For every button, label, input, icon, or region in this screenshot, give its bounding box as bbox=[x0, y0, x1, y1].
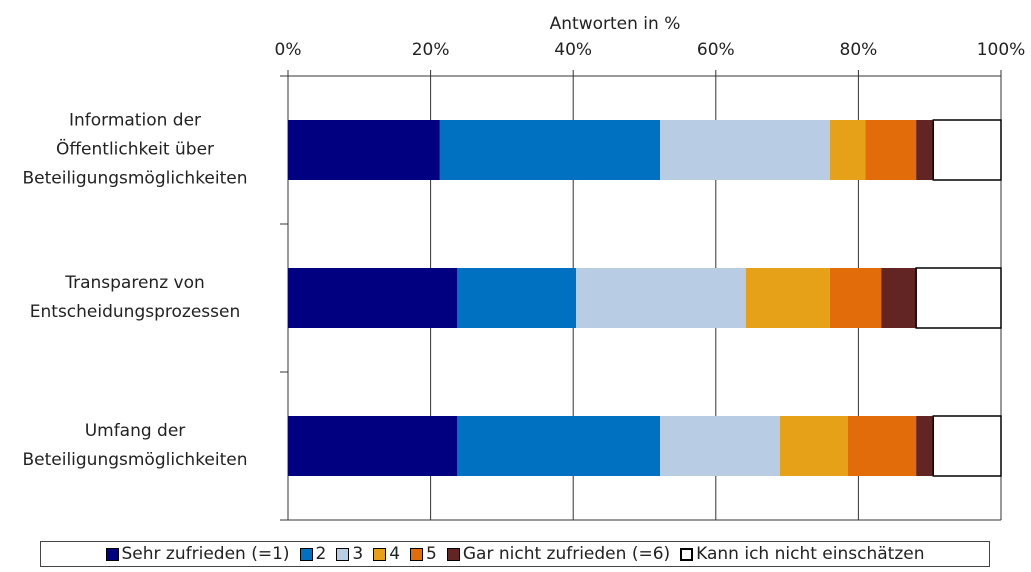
category-label: Information der Öffentlichkeit über Bete… bbox=[22, 110, 248, 189]
bar-segment bbox=[916, 416, 934, 476]
legend-label: 4 bbox=[389, 544, 401, 564]
legend-swatch bbox=[373, 547, 387, 561]
x-tick-label: 40% bbox=[554, 40, 592, 60]
bar-segment bbox=[576, 268, 746, 328]
legend-swatch bbox=[299, 547, 313, 561]
bar-segment bbox=[915, 267, 1002, 329]
bar-segment bbox=[932, 415, 1002, 477]
legend-item: Gar nicht zufrieden (=6) bbox=[446, 544, 671, 564]
legend-swatch bbox=[336, 547, 350, 561]
bar-segment bbox=[745, 268, 830, 328]
legend-item: 2 bbox=[299, 544, 327, 564]
x-tick-label: 0% bbox=[275, 40, 302, 60]
legend-label: 2 bbox=[315, 544, 327, 564]
legend-swatch bbox=[446, 547, 460, 561]
x-tick-label: 80% bbox=[840, 40, 878, 60]
category-label: Umfang der Beteiligungsmöglichkeiten bbox=[22, 421, 248, 470]
x-tick-label: 60% bbox=[697, 40, 735, 60]
legend-label: 3 bbox=[352, 544, 364, 564]
bar-segment bbox=[916, 120, 934, 180]
bar-segment bbox=[456, 268, 577, 328]
bar-segment bbox=[456, 416, 661, 476]
legend-label: Kann ich nicht einschätzen bbox=[696, 544, 925, 564]
legend-item: Kann ich nicht einschätzen bbox=[680, 544, 924, 564]
x-tick-label: 20% bbox=[412, 40, 450, 60]
legend-item: 5 bbox=[410, 544, 437, 564]
bar-segment bbox=[660, 120, 830, 180]
bar-segment bbox=[829, 268, 882, 328]
legend-item: 4 bbox=[373, 544, 400, 564]
bar-segment bbox=[881, 268, 917, 328]
legend-swatch bbox=[105, 547, 119, 561]
bar-segment bbox=[829, 120, 866, 180]
legend: Sehr zufrieden (=1) 2 3 4 5 Gar nicht zufried… bbox=[40, 541, 990, 567]
legend-label: 5 bbox=[426, 544, 437, 564]
x-tick-label: 100% bbox=[977, 40, 1026, 60]
bar-segment bbox=[439, 120, 661, 180]
bar-segment bbox=[847, 416, 917, 476]
bar-segment bbox=[288, 120, 440, 180]
bar-segment bbox=[660, 416, 780, 476]
legend-swatch bbox=[680, 547, 694, 561]
legend-label: Sehr zufrieden (=1) bbox=[121, 544, 290, 564]
axis-title: Antworten in % bbox=[550, 14, 681, 34]
bar-segment bbox=[288, 268, 457, 328]
legend-item: Sehr zufrieden (=1) bbox=[105, 544, 290, 564]
legend-label: Gar nicht zufrieden (=6) bbox=[462, 544, 671, 564]
category-label: Transparenz von Entscheidungsprozessen bbox=[29, 273, 241, 322]
bar-segment bbox=[288, 416, 457, 476]
legend-swatch bbox=[410, 547, 424, 561]
bar-segment bbox=[865, 120, 917, 180]
legend-item: 3 bbox=[336, 544, 363, 564]
bar-segment bbox=[932, 119, 1002, 181]
bar-segment bbox=[779, 416, 848, 476]
